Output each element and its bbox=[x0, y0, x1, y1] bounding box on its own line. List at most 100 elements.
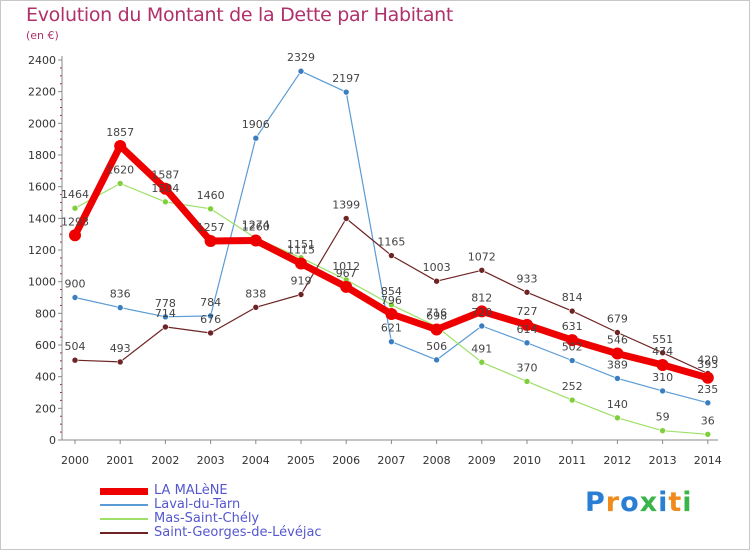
y-tick-label: 1000 bbox=[28, 276, 56, 289]
y-tick-label: 0 bbox=[49, 434, 56, 447]
data-point-saint-georges-de-levejac bbox=[523, 288, 531, 296]
x-tick-label: 2014 bbox=[694, 454, 722, 467]
data-label-mas-saint-chely: 1464 bbox=[61, 188, 89, 201]
data-label-saint-georges-de-levejac: 919 bbox=[291, 274, 312, 287]
data-label-laval-du-tarn: 502 bbox=[562, 341, 583, 354]
data-point-saint-georges-de-levejac bbox=[116, 358, 124, 366]
y-tick-label: 400 bbox=[35, 371, 56, 384]
data-label-la-malene: 796 bbox=[381, 294, 402, 307]
data-label-laval-du-tarn: 720 bbox=[471, 306, 492, 319]
data-label-saint-georges-de-levejac: 838 bbox=[245, 287, 266, 300]
data-label-saint-georges-de-levejac: 493 bbox=[110, 342, 131, 355]
data-point-laval-du-tarn bbox=[433, 356, 440, 364]
data-point-la-malene bbox=[566, 334, 579, 347]
logo-letter: x bbox=[639, 487, 659, 518]
data-label-mas-saint-chely: 1151 bbox=[287, 238, 315, 251]
logo-letter: i bbox=[658, 487, 669, 518]
data-label-mas-saint-chely: 854 bbox=[381, 285, 402, 298]
data-point-laval-du-tarn bbox=[568, 357, 576, 364]
data-label-saint-georges-de-levejac: 679 bbox=[607, 312, 628, 325]
data-point-la-malene bbox=[701, 371, 714, 384]
x-tick-label: 2006 bbox=[332, 454, 360, 467]
data-label-laval-du-tarn: 900 bbox=[65, 278, 86, 291]
data-label-la-malene: 727 bbox=[517, 305, 538, 318]
data-point-laval-du-tarn bbox=[116, 304, 124, 311]
data-label-laval-du-tarn: 614 bbox=[517, 323, 538, 336]
data-point-la-malene bbox=[69, 229, 81, 242]
data-point-saint-georges-de-levejac bbox=[162, 323, 169, 331]
logo-letter: t bbox=[668, 487, 683, 518]
data-point-la-malene bbox=[249, 234, 262, 247]
legend-swatch bbox=[100, 504, 148, 506]
data-label-saint-georges-de-levejac: 1072 bbox=[468, 250, 496, 263]
data-label-mas-saint-chely: 36 bbox=[701, 414, 715, 427]
data-point-mas-saint-chely bbox=[704, 430, 712, 438]
data-label-la-malene: 698 bbox=[426, 309, 447, 322]
legend-label: Saint-Georges-de-Lévéjac bbox=[154, 525, 322, 540]
data-label-mas-saint-chely: 491 bbox=[471, 342, 492, 355]
data-label-saint-georges-de-levejac: 1399 bbox=[332, 198, 360, 211]
y-tick-label: 800 bbox=[35, 307, 56, 320]
legend-swatch bbox=[100, 532, 148, 534]
x-tick-label: 2013 bbox=[649, 454, 677, 467]
data-label-la-malene: 1857 bbox=[106, 126, 134, 139]
x-tick-label: 2004 bbox=[242, 454, 270, 467]
x-tick-label: 2000 bbox=[61, 454, 89, 467]
y-tick-label: 1600 bbox=[28, 181, 56, 194]
legend-label: Laval-du-Tarn bbox=[154, 497, 241, 512]
x-tick-label: 2012 bbox=[603, 454, 631, 467]
y-tick-label: 2200 bbox=[28, 86, 56, 99]
data-label-la-malene: 1115 bbox=[287, 243, 315, 256]
legend-swatch bbox=[100, 518, 148, 520]
data-point-saint-georges-de-levejac bbox=[478, 266, 486, 274]
data-label-saint-georges-de-levejac: 504 bbox=[65, 340, 86, 353]
data-label-laval-du-tarn: 506 bbox=[426, 340, 447, 353]
data-point-saint-georges-de-levejac bbox=[207, 329, 214, 337]
data-point-saint-georges-de-levejac bbox=[342, 215, 350, 222]
data-label-mas-saint-chely: 1504 bbox=[151, 182, 179, 195]
y-tick-label: 1800 bbox=[28, 149, 56, 162]
data-point-mas-saint-chely bbox=[523, 378, 531, 385]
data-point-laval-du-tarn bbox=[523, 339, 531, 347]
data-point-mas-saint-chely bbox=[162, 198, 169, 206]
data-label-la-malene: 393 bbox=[697, 358, 718, 371]
data-label-saint-georges-de-levejac: 551 bbox=[652, 333, 673, 346]
x-tick-label: 2005 bbox=[287, 454, 315, 467]
data-label-la-malene: 1257 bbox=[197, 221, 225, 234]
data-point-la-malene bbox=[114, 139, 127, 152]
data-label-la-malene: 1587 bbox=[151, 169, 179, 182]
data-label-laval-du-tarn: 310 bbox=[652, 371, 673, 384]
data-label-laval-du-tarn: 836 bbox=[110, 288, 131, 301]
data-point-laval-du-tarn bbox=[478, 322, 486, 330]
data-point-la-malene bbox=[204, 234, 217, 247]
data-point-laval-du-tarn bbox=[704, 399, 712, 407]
data-label-saint-georges-de-levejac: 1165 bbox=[377, 236, 405, 249]
logo-letter: P bbox=[585, 487, 606, 518]
y-tick-label: 600 bbox=[35, 339, 56, 352]
data-point-la-malene bbox=[159, 182, 172, 195]
data-label-mas-saint-chely: 252 bbox=[562, 380, 583, 393]
data-label-laval-du-tarn: 2197 bbox=[332, 72, 360, 85]
data-label-la-malene: 546 bbox=[607, 334, 628, 347]
data-point-la-malene bbox=[295, 257, 307, 270]
data-point-mas-saint-chely bbox=[614, 414, 621, 422]
data-point-saint-georges-de-levejac bbox=[297, 291, 305, 298]
data-point-la-malene bbox=[611, 347, 624, 360]
data-label-saint-georges-de-levejac: 933 bbox=[517, 272, 538, 285]
data-label-la-malene: 812 bbox=[471, 291, 492, 304]
data-point-la-malene bbox=[475, 305, 488, 318]
data-point-mas-saint-chely bbox=[207, 205, 214, 213]
data-label-laval-du-tarn: 784 bbox=[200, 296, 221, 309]
data-label-mas-saint-chely: 716 bbox=[426, 307, 447, 320]
proxiti-logo: Proxiti bbox=[585, 487, 693, 518]
x-tick-label: 2010 bbox=[513, 454, 541, 467]
data-point-mas-saint-chely bbox=[478, 358, 486, 366]
data-point-mas-saint-chely bbox=[388, 301, 395, 309]
data-point-laval-du-tarn bbox=[71, 294, 79, 301]
data-point-mas-saint-chely bbox=[659, 427, 666, 434]
chart-title: Evolution du Montant de la Dette par Hab… bbox=[26, 4, 454, 26]
data-point-laval-du-tarn bbox=[614, 375, 621, 382]
data-label-mas-saint-chely: 140 bbox=[607, 398, 628, 411]
data-label-saint-georges-de-levejac: 420 bbox=[697, 354, 718, 367]
